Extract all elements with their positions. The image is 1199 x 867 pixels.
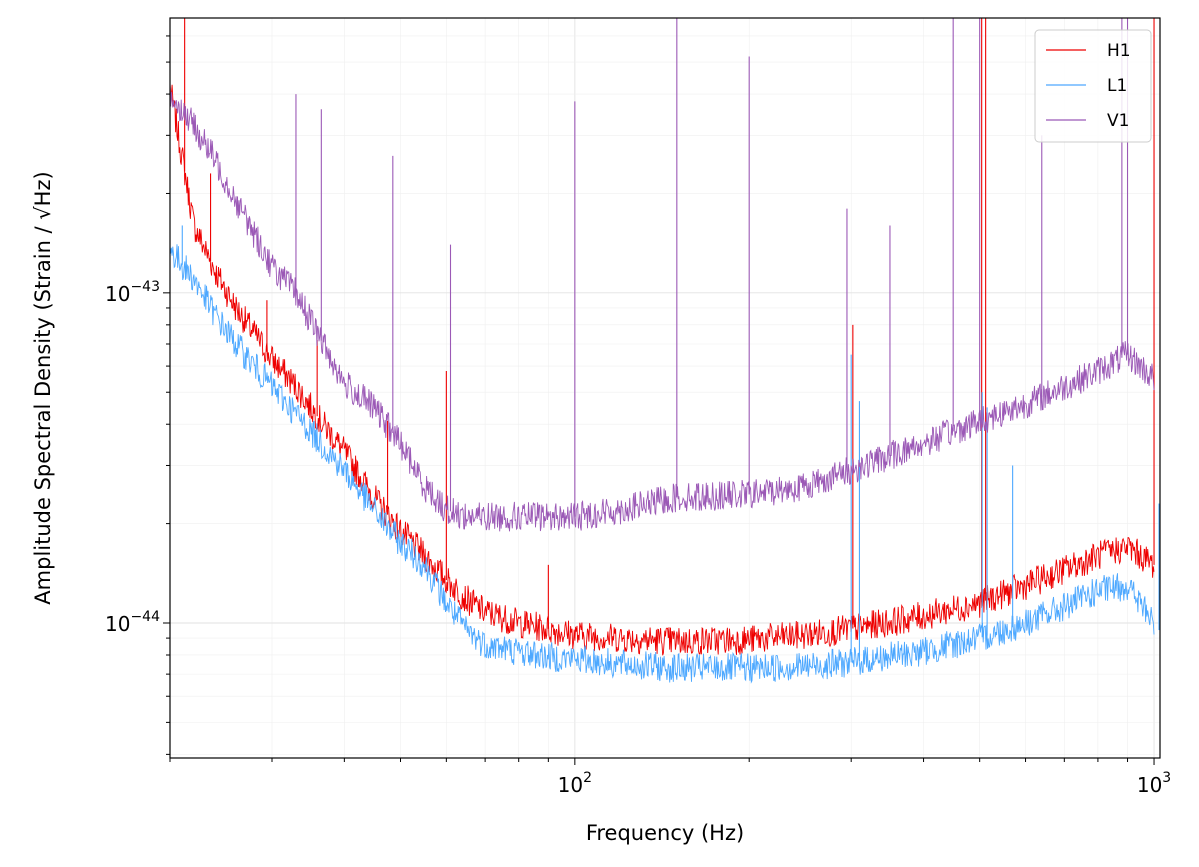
x-axis-label: Frequency (Hz)	[586, 821, 744, 845]
legend-label-h1: H1	[1107, 41, 1131, 61]
legend-label-l1: L1	[1107, 76, 1127, 96]
y-tick-label: 10−43	[105, 279, 160, 306]
y-axis-label: Amplitude Spectral Density (Strain / √Hz…	[31, 171, 55, 604]
series-line-h1	[170, 84, 1155, 656]
x-tick-labels: 102 103	[558, 770, 1172, 797]
legend: H1 L1 V1	[1034, 29, 1152, 143]
x-tick-label: 102	[558, 770, 592, 797]
series-line-l1	[170, 244, 1155, 684]
tick-layer	[163, 35, 1155, 765]
plot-frame	[169, 17, 1161, 759]
legend-box	[1034, 29, 1152, 143]
grid-lines	[169, 18, 1160, 758]
series-line-v1	[170, 81, 1155, 532]
y-tick-label: 10−44	[105, 609, 160, 636]
legend-label-v1: V1	[1107, 111, 1129, 131]
series-layer	[170, 18, 1160, 684]
x-tick-label: 103	[1137, 770, 1171, 797]
y-tick-labels: 10−44 10−43	[105, 279, 160, 636]
